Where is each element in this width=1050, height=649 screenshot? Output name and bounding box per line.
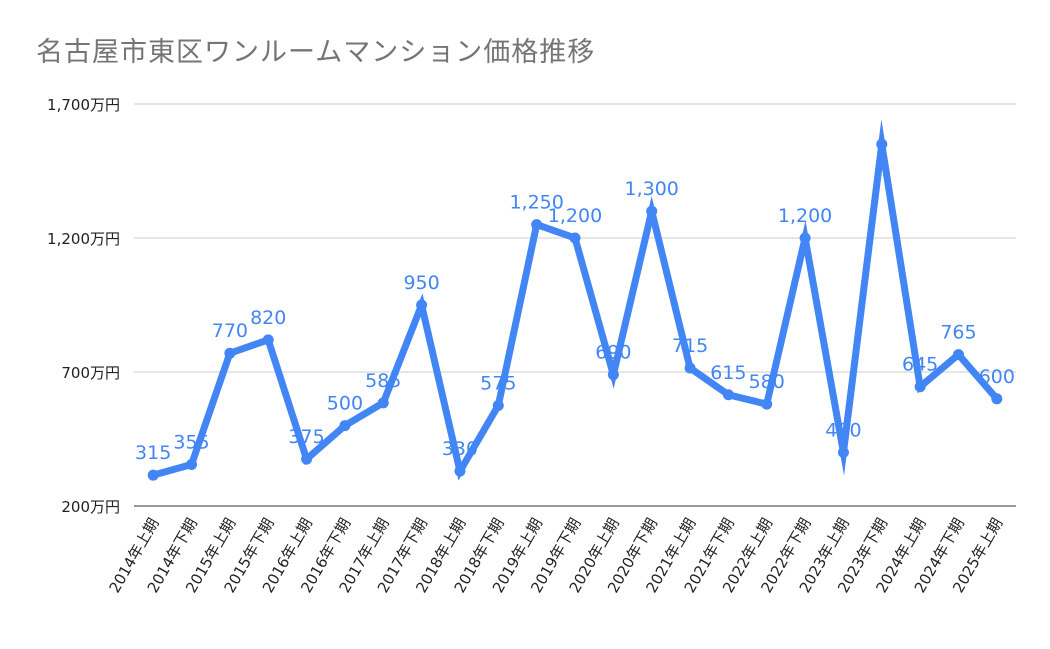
data-point [339,420,351,432]
y-tick-label: 1,200万円 [47,230,120,248]
data-point [607,369,619,381]
data-label: 600 [979,366,1015,388]
data-point [186,458,198,470]
data-label: 615 [710,362,746,384]
data-point [301,453,313,465]
data-point [722,389,734,401]
data-point [646,205,658,217]
data-label: 765 [940,322,976,344]
data-label: 950 [403,272,439,294]
data-label: 715 [672,335,708,357]
data-label: 1,250 [509,192,563,214]
data-point [991,393,1003,405]
data-label: 575 [480,373,516,395]
data-point [837,446,849,458]
data-label: 315 [135,442,171,464]
data-point [914,381,926,393]
data-point [761,398,773,410]
data-label: 820 [250,307,286,329]
data-label: 770 [212,320,248,342]
data-point [952,349,964,361]
data-point [416,299,428,311]
data-label: 375 [288,426,324,448]
data-point [799,232,811,244]
y-tick-label: 1,700万円 [47,96,120,114]
data-point [147,469,159,481]
data-point [224,347,236,359]
data-label: 1,300 [624,178,678,200]
data-label: 500 [327,393,363,415]
data-point [377,397,389,409]
data-label: 330 [442,438,478,460]
y-tick-label: 200万円 [61,498,120,516]
data-label: 400 [825,419,861,441]
data-label: 580 [749,371,785,393]
y-tick-label: 700万円 [61,364,120,382]
data-label: 1,200 [778,205,832,227]
data-point [569,232,581,244]
chart-title: 名古屋市東区ワンルームマンション価格推移 [36,37,596,68]
data-label: 585 [365,370,401,392]
data-point [684,362,696,374]
data-point [492,400,504,411]
data-label: 645 [902,354,938,376]
data-label: 355 [173,431,209,453]
data-label: 690 [595,342,631,364]
data-point [531,219,543,231]
data-point [262,334,274,346]
data-label: 1,200 [548,205,602,227]
data-point [454,465,466,477]
data-point [876,138,888,150]
